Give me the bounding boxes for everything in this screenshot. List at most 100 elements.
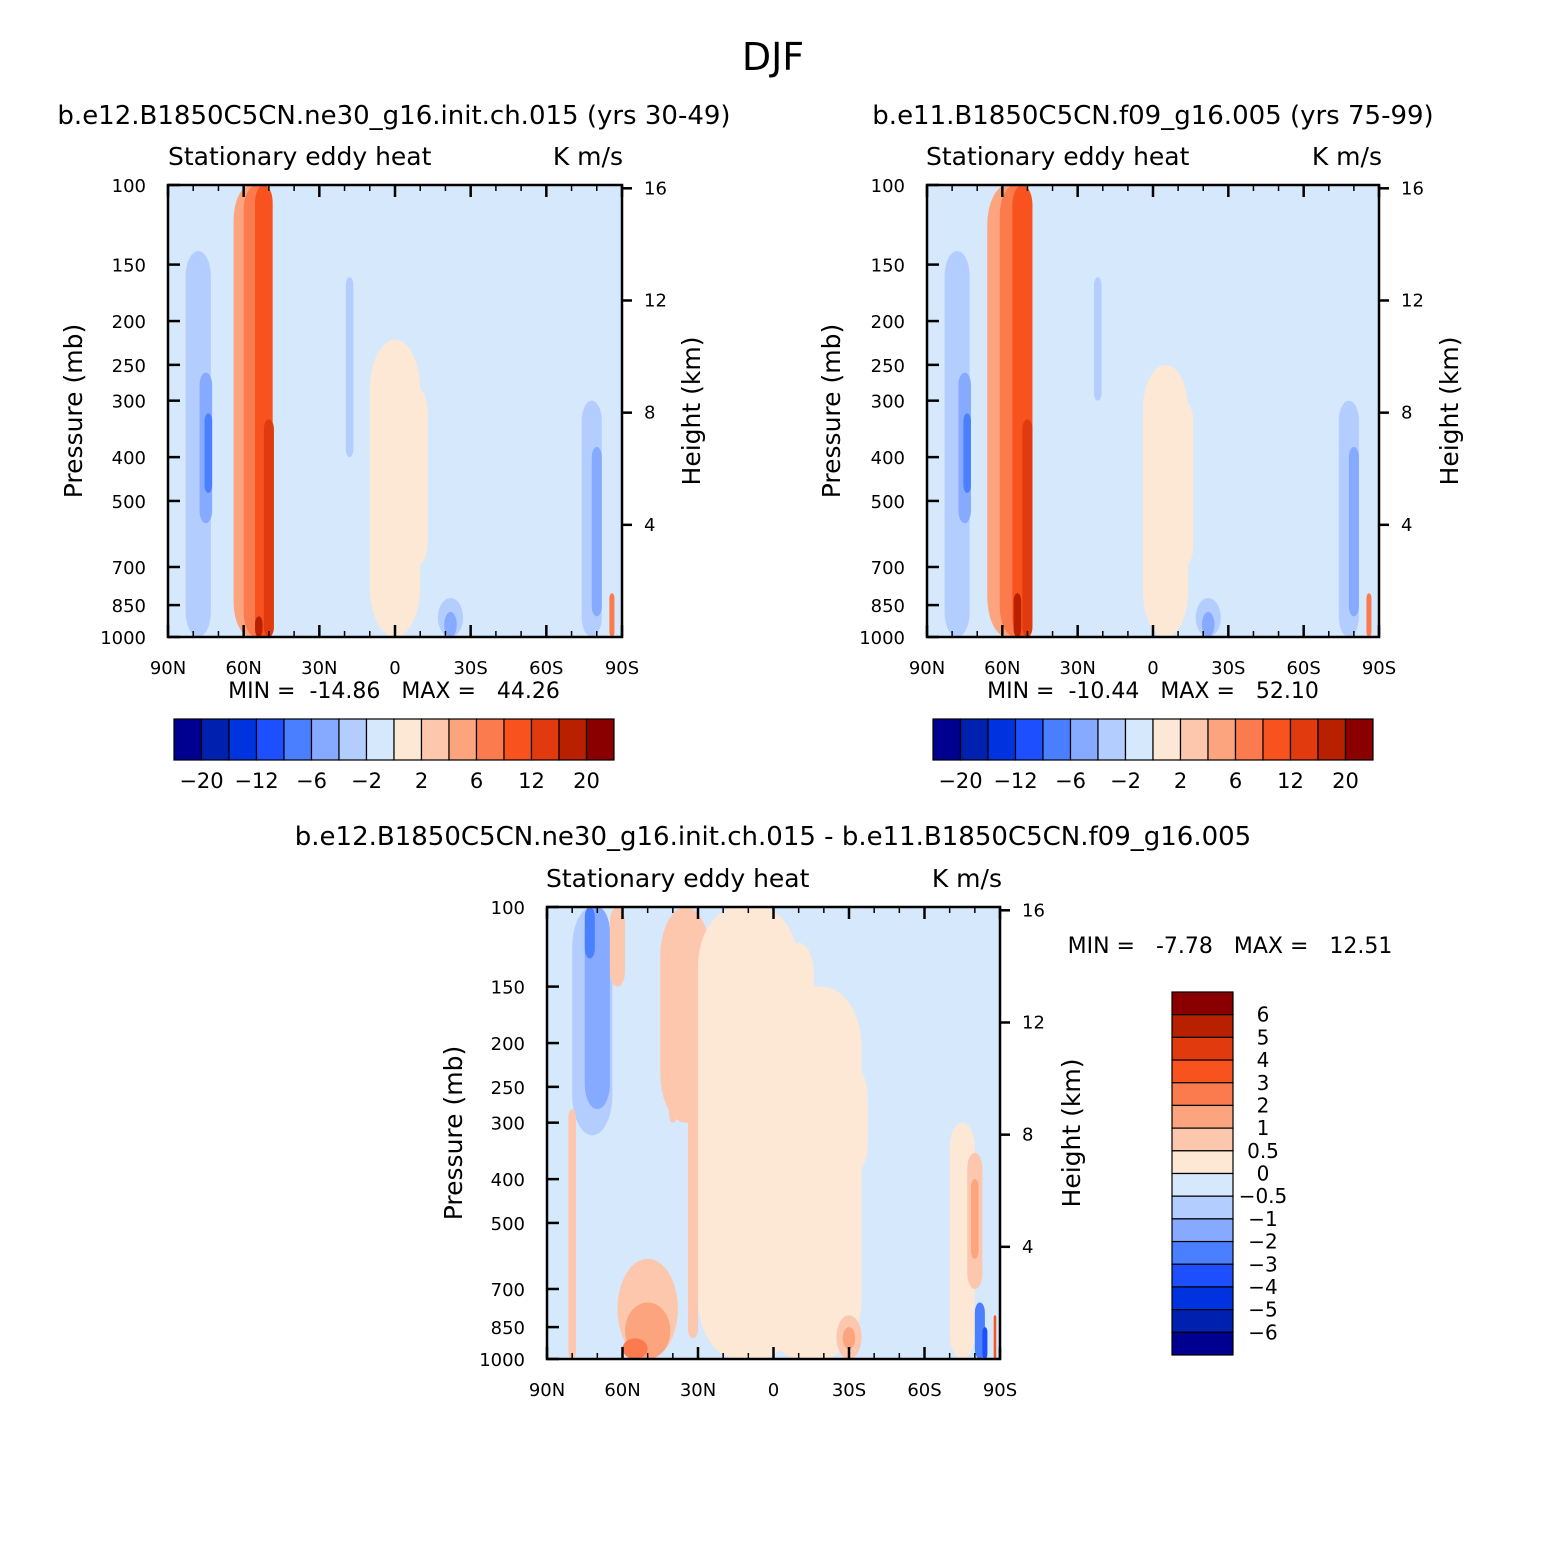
panel-3-colorbar-label: −3 [1248, 1252, 1277, 1276]
panel-1-ytick-label: 100 [112, 176, 146, 197]
panel-3-axes: 90N 60N 30N 0 30S 60S 90S 100 150 200 250 300 400 500… [479, 898, 1045, 1401]
panel-2-colorbar-box [932, 718, 962, 761]
panel-3-colorbar-label: 6 [1257, 1003, 1270, 1027]
panel-1-ytick-label: 250 [112, 356, 146, 377]
panel-3-ytick-label: 500 [491, 1214, 525, 1235]
panel-3-colorbar-box [1171, 1331, 1234, 1356]
panel-3-ytick-label: 700 [491, 1280, 525, 1301]
panel-1-ytick-label: 500 [112, 492, 146, 513]
panel-1-height-tick-label: 12 [644, 290, 667, 311]
panel-1-xtick-label: 30S [453, 658, 487, 679]
panel-3-xtick-label: 60S [907, 1380, 941, 1401]
panel-2-contour-region [1201, 611, 1215, 637]
panel-2-contour-region [963, 413, 971, 493]
panel-2-colorbar-box [1317, 718, 1347, 761]
panel-1-xtick-label: 30N [301, 658, 337, 679]
panel-1-contour-region [591, 447, 602, 617]
panel-1-contour-region [345, 277, 354, 458]
panel-3-colorbar-label: −5 [1248, 1298, 1277, 1322]
panel-1-colorbar-box [530, 718, 560, 761]
panel-2-colorbar-box [1152, 718, 1182, 761]
panel-1-colorbar-label: 12 [518, 769, 545, 793]
panel-3-colorbar-box [1171, 1240, 1234, 1265]
panel-3-contour-region [842, 1327, 856, 1349]
panel-2-colorbar-box [1344, 718, 1374, 761]
panel-3-xtick-label: 60N [604, 1380, 640, 1401]
panel-1-ytick-label: 700 [112, 558, 146, 579]
panel-2-colorbar-box [1289, 718, 1319, 761]
panel-2-ylabel: Pressure (mb) [817, 324, 846, 498]
panel-1-colorbar-box [200, 718, 230, 761]
panel-3-ytick-label: 150 [491, 978, 525, 999]
panel-2-axes: 90N 60N 30N 0 30S 60S 90S 100 150 200 250 300 400 500… [859, 176, 1424, 679]
panel-1-ylabel-right: Height (km) [677, 337, 706, 486]
panel-3-colorbar-label: −2 [1248, 1230, 1277, 1254]
panel-3-colorbar-box [1171, 1104, 1234, 1129]
panel-1-colorbar-box [283, 718, 313, 761]
panel-2-contour-region [1366, 593, 1372, 637]
panel-1-colorbar-box [448, 718, 478, 761]
panel-3-contour-field [547, 907, 1000, 1359]
panel-2-colorbar-box [1179, 718, 1209, 761]
panel-3-colorbar-box [1171, 1150, 1234, 1175]
panel-1-xtick-label: 90N [150, 658, 186, 679]
panel-1-colorbar-box [310, 718, 340, 761]
panel-2-colorbar-label: −6 [1055, 769, 1086, 793]
panel-2-colorbar-box [1097, 718, 1127, 761]
panel-2-height-tick-label: 8 [1401, 403, 1412, 424]
panel-2-title: b.e11.B1850C5CN.f09_g16.005 (yrs 75-99) [872, 101, 1433, 131]
panel-2-colorbar-box [1124, 718, 1154, 761]
panel-3-colorbar-box [1171, 1082, 1234, 1107]
panel-2-contour-field [927, 185, 1379, 637]
panel-2-contour-region [1013, 593, 1022, 637]
panel-1-ytick-label: 300 [112, 392, 146, 413]
panel-2-ytick-label: 500 [871, 492, 905, 513]
panel-1-contour-region [444, 611, 457, 637]
panel-2-colorbar-box [1042, 718, 1072, 761]
panel-1-colorbar-label: 2 [415, 769, 428, 793]
panel-3-colorbar-label: 4 [1257, 1048, 1270, 1072]
panel-2-height-tick-label: 16 [1401, 178, 1424, 199]
panel-2-height-tick-label: 4 [1401, 515, 1412, 536]
panel-3-ytick-label: 100 [491, 898, 525, 919]
panel-3-height-tick-label: 16 [1022, 900, 1045, 921]
panel-1-height-tick-label: 8 [644, 403, 655, 424]
panel-1-contour-region [402, 387, 428, 567]
panel-3-ylabel: Pressure (mb) [439, 1046, 468, 1220]
panel-3-contour-region [993, 1315, 997, 1359]
panel-3-colorbar-box [1171, 991, 1234, 1016]
panel-3-ytick-label: 850 [491, 1318, 525, 1339]
panel-1-ytick-label: 1000 [100, 628, 146, 649]
panel-1-xtick-label: 60N [225, 658, 261, 679]
panel-1-left-label: Stationary eddy heat [168, 142, 432, 171]
panel-3-contour-region [584, 907, 595, 959]
panel-1-units: K m/s [553, 142, 623, 171]
panel-2-xtick-label: 0 [1147, 658, 1158, 679]
panel-3-left-label: Stationary eddy heat [546, 864, 810, 893]
panel-2-colorbar-label: −12 [993, 769, 1037, 793]
panel-2-ytick-label: 100 [871, 176, 905, 197]
panel-3-colorbar-box [1171, 1172, 1234, 1197]
panel-2-contour-region [1173, 400, 1194, 567]
panel-2-colorbar-label: −2 [1110, 769, 1141, 793]
panel-3-ytick-label: 400 [491, 1170, 525, 1191]
panel-2-colorbar-box [1069, 718, 1099, 761]
panel-1-colorbar-box [228, 718, 258, 761]
panel-1-height-tick-label: 16 [644, 178, 667, 199]
panel-2-xtick-label: 90S [1362, 658, 1396, 679]
panel-1-colorbar: −20 −12 −6 −2 2 6 12 20 [173, 718, 615, 793]
panel-2-units: K m/s [1312, 142, 1382, 171]
panel-2-colorbar-box [987, 718, 1017, 761]
panel-1-colorbar-label: 20 [573, 769, 600, 793]
panel-1-colorbar-box [393, 718, 423, 761]
panel-3-height-tick-label: 12 [1022, 1012, 1045, 1033]
panel-1-colorbar-box [585, 718, 615, 761]
panel-2-stats: MIN = -10.44 MAX = 52.10 [987, 679, 1319, 704]
panel-3-colorbar-box [1171, 1195, 1234, 1220]
panel-2: b.e11.B1850C5CN.f09_g16.005 (yrs 75-99) … [817, 101, 1464, 793]
panel-3-colorbar-box [1171, 1127, 1234, 1152]
panel-2-colorbar: −20 −12 −6 −2 2 6 12 20 [932, 718, 1374, 793]
panel-1-ytick-label: 850 [112, 596, 146, 617]
panel-2-ytick-label: 150 [871, 256, 905, 277]
panel-3-ylabel-right: Height (km) [1057, 1059, 1086, 1208]
